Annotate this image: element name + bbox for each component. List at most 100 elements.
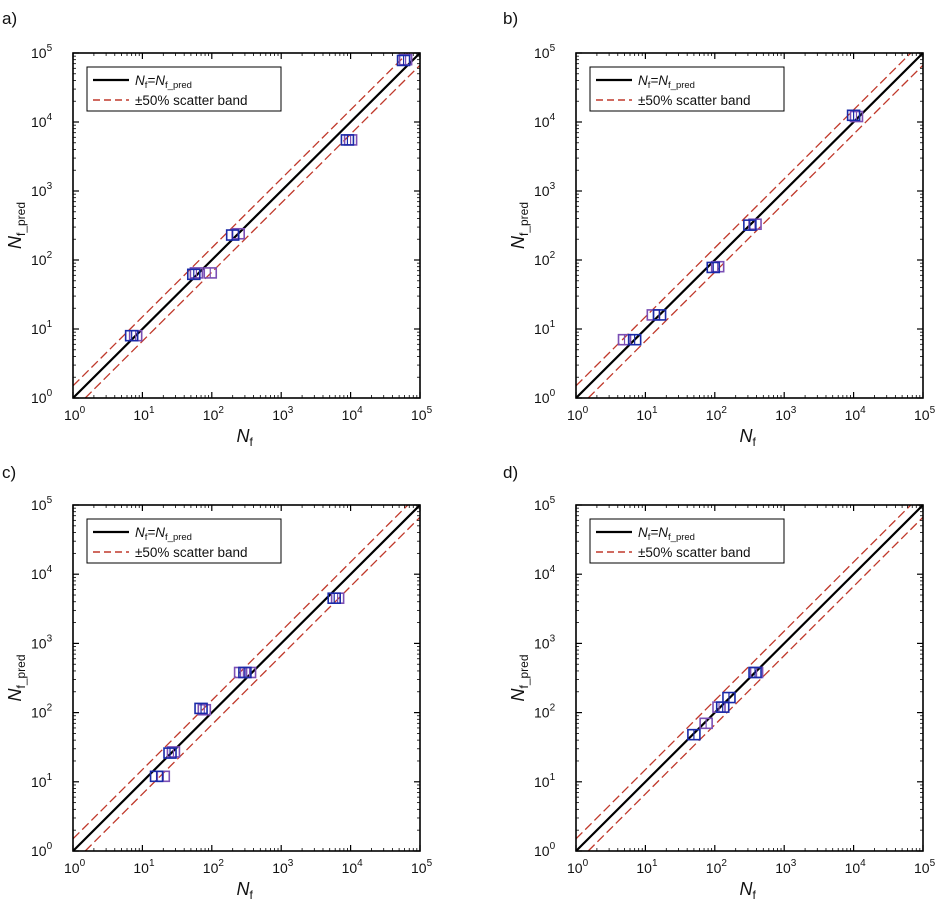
plot-frame — [575, 504, 924, 852]
x-tick-label: 104 — [845, 858, 867, 876]
y-axis-label-main: N — [5, 235, 25, 249]
y-tick-base: 10 — [31, 390, 47, 406]
x-tick-exponent: 4 — [860, 858, 866, 869]
x-tick-exponent: 3 — [288, 858, 294, 869]
x-tick-base: 10 — [706, 860, 722, 876]
data-point-blue — [186, 268, 201, 281]
x-axis-label: Nf — [237, 426, 254, 449]
x-tick-label: 102 — [203, 858, 225, 876]
y-axis-label-sub: f_pred — [517, 202, 531, 236]
legend-band-label: ±50% scatter band — [135, 545, 247, 560]
x-tick-exponent: 0 — [80, 858, 86, 869]
legend-eq: =N — [147, 73, 165, 88]
y-tick-label: 100 — [534, 841, 556, 859]
x-tick-exponent: 0 — [583, 858, 589, 869]
x-tick-base: 10 — [636, 407, 652, 423]
x-tick-exponent: 2 — [721, 858, 727, 869]
x-axis-label: Nf — [740, 879, 757, 902]
y-tick-label: 103 — [534, 181, 556, 199]
legend-sub-fpred: f_pred — [165, 532, 192, 543]
x-tick-base: 10 — [203, 407, 219, 423]
legend-eq: =N — [650, 73, 668, 88]
legend-sub-f: f — [648, 80, 651, 91]
x-tick-base: 10 — [272, 860, 288, 876]
data-point-blue — [124, 329, 139, 342]
x-tick-label: 100 — [567, 405, 589, 423]
legend-sub-f: f — [145, 532, 148, 543]
panel-label: c) — [2, 463, 16, 482]
lower-scatter-band-line — [84, 64, 420, 398]
legend-sub-f: f — [648, 532, 651, 543]
y-tick-base: 10 — [534, 183, 550, 199]
y-tick-base: 10 — [31, 774, 47, 790]
x-tick-base: 10 — [64, 860, 80, 876]
x-tick-base: 10 — [203, 860, 219, 876]
x-tick-label: 100 — [567, 858, 589, 876]
y-tick-base: 10 — [31, 843, 47, 859]
y-tick-exponent: 5 — [47, 43, 53, 54]
x-tick-exponent: 3 — [791, 405, 797, 416]
y-axis-label-main: N — [508, 688, 528, 702]
x-tick-exponent: 3 — [288, 405, 294, 416]
y-tick-base: 10 — [31, 45, 47, 61]
x-tick-exponent: 5 — [930, 405, 936, 416]
data-point-blue — [225, 229, 240, 241]
y-tick-exponent: 2 — [550, 703, 556, 714]
x-tick-base: 10 — [567, 860, 583, 876]
chart-panel-1: b)100100101101102102103103104104105105Nf… — [503, 9, 936, 449]
x-tick-label: 101 — [636, 858, 658, 876]
y-tick-exponent: 4 — [47, 112, 53, 123]
data-point-blue — [687, 728, 701, 741]
x-tick-exponent: 2 — [218, 858, 224, 869]
legend-box — [589, 66, 785, 112]
x-axis-label-sub: f — [753, 435, 757, 449]
y-tick-label: 102 — [31, 250, 53, 268]
chart-panel-0: a)100100101101102102103103104104105105Nf… — [2, 9, 433, 449]
x-tick-exponent: 3 — [791, 858, 797, 869]
data-point-purple — [617, 333, 632, 346]
data-point-purple — [330, 592, 345, 604]
data-point-blue — [327, 592, 341, 604]
y-tick-base: 10 — [534, 45, 550, 61]
data-point-blue — [743, 219, 757, 231]
x-tick-exponent: 0 — [80, 405, 86, 416]
y-tick-exponent: 2 — [47, 703, 53, 714]
x-tick-base: 10 — [272, 407, 288, 423]
x-tick-base: 10 — [706, 407, 722, 423]
y-tick-exponent: 4 — [550, 112, 556, 123]
x-tick-base: 10 — [914, 407, 930, 423]
x-tick-base: 10 — [342, 860, 358, 876]
data-point-purple — [203, 267, 218, 279]
y-tick-base: 10 — [31, 705, 47, 721]
x-axis-label-main: N — [237, 879, 251, 899]
series-blue — [149, 592, 341, 783]
y-tick-label: 100 — [31, 388, 53, 406]
x-tick-base: 10 — [342, 407, 358, 423]
y-tick-label: 101 — [31, 772, 53, 790]
x-tick-exponent: 1 — [652, 405, 658, 416]
data-point-blue — [340, 134, 355, 146]
panel-label: a) — [2, 9, 17, 28]
y-tick-exponent: 3 — [550, 181, 556, 192]
y-tick-base: 10 — [534, 497, 550, 513]
y-tick-base: 10 — [31, 321, 47, 337]
y-axis-label-sub: f_pred — [517, 654, 531, 688]
data-point-blue — [846, 109, 861, 122]
y-tick-label: 104 — [534, 112, 556, 130]
x-tick-base: 10 — [133, 407, 149, 423]
series-blue — [687, 666, 762, 741]
x-tick-label: 105 — [411, 405, 433, 423]
x-axis-label: Nf — [237, 879, 254, 902]
x-tick-base: 10 — [775, 407, 791, 423]
x-tick-label: 105 — [914, 858, 936, 876]
x-tick-base: 10 — [567, 407, 583, 423]
x-tick-label: 103 — [272, 405, 294, 423]
x-tick-label: 105 — [914, 405, 936, 423]
panel-label: b) — [503, 9, 518, 28]
x-tick-base: 10 — [64, 407, 80, 423]
y-tick-exponent: 1 — [550, 319, 556, 330]
data-point-blue — [652, 309, 667, 321]
x-tick-label: 100 — [64, 858, 86, 876]
legend-band-label: ±50% scatter band — [638, 545, 750, 560]
